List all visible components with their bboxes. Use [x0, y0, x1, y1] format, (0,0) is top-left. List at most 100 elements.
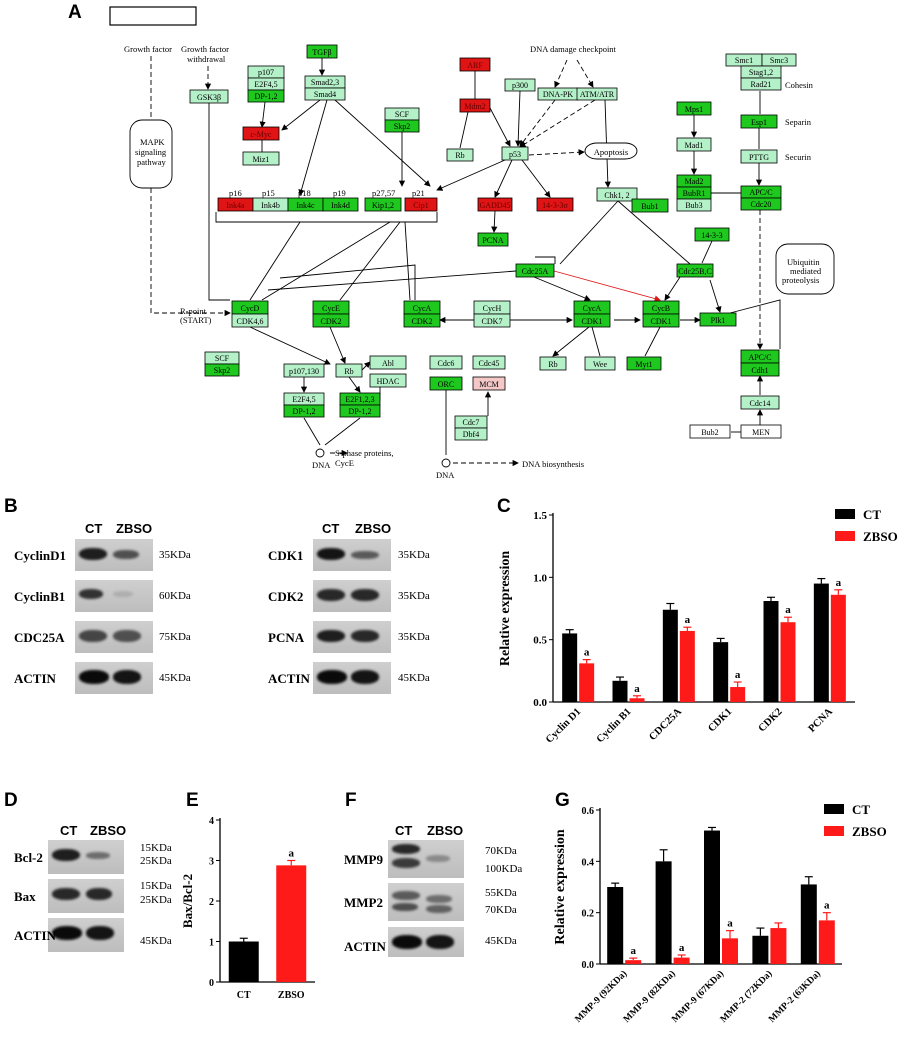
text-mapk-1: MAPK	[140, 137, 165, 147]
bar-ct-3	[713, 642, 729, 702]
text-p18: p18	[298, 188, 311, 198]
text-dna-1: DNA	[312, 460, 331, 470]
bar-zbso-0	[579, 663, 595, 702]
pathway-node-bub2: Bub2	[689, 424, 731, 439]
pathway-node-smad4: Smad4	[304, 87, 346, 101]
blot-f-kda-3: 70KDa	[485, 904, 517, 916]
pathway-node-cdh1: Cdh1	[740, 362, 780, 377]
cell-cycle-pathway-diagram: GSK3β p107 E2F4,5 DP-1,2 c-Myc Miz1 TGFβ Smad2,…	[109, 6, 835, 480]
text-dna-2: DNA	[436, 470, 455, 480]
svg-text:DP-1,2: DP-1,2	[293, 407, 316, 416]
svg-text:ARF: ARF	[467, 61, 483, 70]
pathway-node-myt1: Myt1	[626, 356, 662, 371]
blot-f-kda-2: 55KDa	[485, 887, 517, 899]
bar-zbso-1	[673, 957, 690, 964]
blot-b-right-label-2: PCNA	[268, 630, 305, 645]
svg-text:CycD: CycD	[241, 304, 260, 313]
text-apoptosis: Apoptosis	[594, 147, 628, 157]
text-ub-1: Ubiquitin	[787, 257, 820, 267]
blot-f-header-ct: CT	[395, 823, 413, 838]
legend-label-zbso: ZBSO	[852, 824, 887, 839]
significance-label: a	[634, 683, 640, 695]
blot-d-kda-1: 25KDa	[140, 855, 172, 867]
bar-zbso-4	[818, 920, 835, 964]
x-tick-label: MMP-2 (72KDa)	[718, 968, 774, 1024]
significance-label: a	[824, 900, 830, 912]
pathway-node-cdc25a: Cdc25A	[515, 263, 555, 278]
pathway-node-scf2: SCF	[204, 351, 240, 365]
text-sphase-2: CycE	[335, 458, 354, 468]
svg-text:MCM: MCM	[479, 380, 499, 389]
pathway-node-dbf4: Dbf4	[454, 427, 488, 441]
significance-label: a	[836, 577, 842, 589]
svg-text:E2F1,2,3: E2F1,2,3	[345, 395, 374, 404]
y-tick-label: 1.5	[533, 510, 547, 522]
svg-text:HDAC: HDAC	[377, 377, 400, 386]
text-rpoint-1: R-point	[180, 306, 207, 316]
pathway-node-arf: ARF	[459, 57, 491, 72]
text-growth-factor: Growth factor	[124, 44, 172, 54]
blot-b-left-header-ct: CT	[85, 521, 103, 536]
blot-b-left-label-1: CyclinB1	[14, 589, 66, 604]
text-p21: p21	[412, 188, 425, 198]
svg-text:Cdc6: Cdc6	[438, 359, 455, 368]
pathway-node-miz1: Miz1	[242, 151, 280, 166]
pathway-node-cycb: CycB	[642, 300, 680, 315]
pathway-node-pttg: PTTG	[740, 149, 778, 164]
bar-ct-2	[704, 830, 720, 964]
y-axis-label: Bax/Bcl-2	[180, 874, 195, 928]
svg-text:SCF: SCF	[215, 354, 230, 363]
svg-text:PCNA: PCNA	[482, 236, 504, 245]
y-tick-label: 0.4	[582, 857, 595, 868]
pathway-node-e2f45a: E2F4,5	[247, 77, 285, 91]
x-tick-label: CDK2	[757, 706, 785, 734]
blot-f-label-0: MMP9	[344, 852, 383, 867]
pathway-node-apcc2: APC/C	[740, 349, 780, 364]
x-tick-label: MMP-9 (92KDa)	[573, 968, 629, 1024]
pathway-node-p107130: p107,130	[283, 363, 325, 378]
x-tick-label: MMP-2 (63KDa)	[766, 968, 822, 1024]
pathway-node-gadd45: GADD45	[477, 197, 513, 212]
text-sphase-1: S-phase proteins,	[335, 448, 394, 458]
blot-b-left-cyclind1	[75, 539, 153, 571]
svg-text:CDK4,6: CDK4,6	[237, 317, 264, 326]
pathway-node-cdc7: Cdc7	[454, 415, 488, 429]
pathway-node-cdk2a: CDK2	[312, 313, 350, 328]
blot-b-right-cdk2	[313, 580, 391, 612]
x-tick-label: Cyclin D1	[544, 706, 583, 745]
svg-text:Rad21: Rad21	[751, 80, 772, 89]
blot-b-right-cdk1	[313, 539, 391, 571]
svg-text:SCF: SCF	[395, 110, 410, 119]
blot-b-left-label-3: ACTIN	[14, 671, 56, 686]
svg-text:Mps1: Mps1	[685, 105, 703, 114]
pathway-node-ink4d: Ink4d	[322, 197, 359, 212]
y-tick-label: 0.2	[582, 909, 595, 920]
svg-text:Cdc7: Cdc7	[463, 418, 480, 427]
panel-label-a: A	[68, 2, 82, 23]
pathway-node-cyca1: CycA	[403, 300, 441, 315]
pathway-node-mcm: MCM	[472, 376, 506, 391]
pathway-node-dp12b: DP-1,2	[283, 404, 325, 418]
svg-text:Ink4a: Ink4a	[226, 201, 245, 210]
pathway-node-cdk1b: CDK1	[642, 313, 680, 328]
pathway-node-tgfb: TGFβ	[306, 44, 338, 59]
svg-text:CycB: CycB	[652, 304, 670, 313]
blot-b-left-actin	[75, 662, 153, 694]
panel-label-e: E	[186, 790, 199, 811]
y-tick-label: 3	[209, 857, 214, 868]
legend-label-zbso: ZBSO	[863, 529, 898, 544]
svg-text:Cdc14: Cdc14	[750, 399, 771, 408]
blot-d-kda-3: 25KDa	[140, 894, 172, 906]
y-tick-label: 0.6	[582, 806, 595, 817]
blot-b-left-label-2: CDC25A	[14, 630, 65, 645]
bar-zbso-1	[629, 698, 645, 702]
pathway-node-cycd: CycD	[231, 300, 269, 315]
blot-f-kda-4: 45KDa	[485, 935, 517, 947]
pathway-node-gsk: GSK3β	[189, 89, 229, 104]
blot-b-right-header-zbso: ZBSO	[355, 521, 392, 536]
svg-text:TGFβ: TGFβ	[312, 48, 331, 57]
legend-swatch-ct	[824, 804, 844, 814]
svg-text:E2F4,5: E2F4,5	[254, 80, 277, 89]
chart-c-relative-expression: 0.0 0.5 1.0 1.5 Relative expression a Cyclin D…	[498, 507, 898, 746]
x-tick-label: Cyclin B1	[595, 706, 634, 745]
